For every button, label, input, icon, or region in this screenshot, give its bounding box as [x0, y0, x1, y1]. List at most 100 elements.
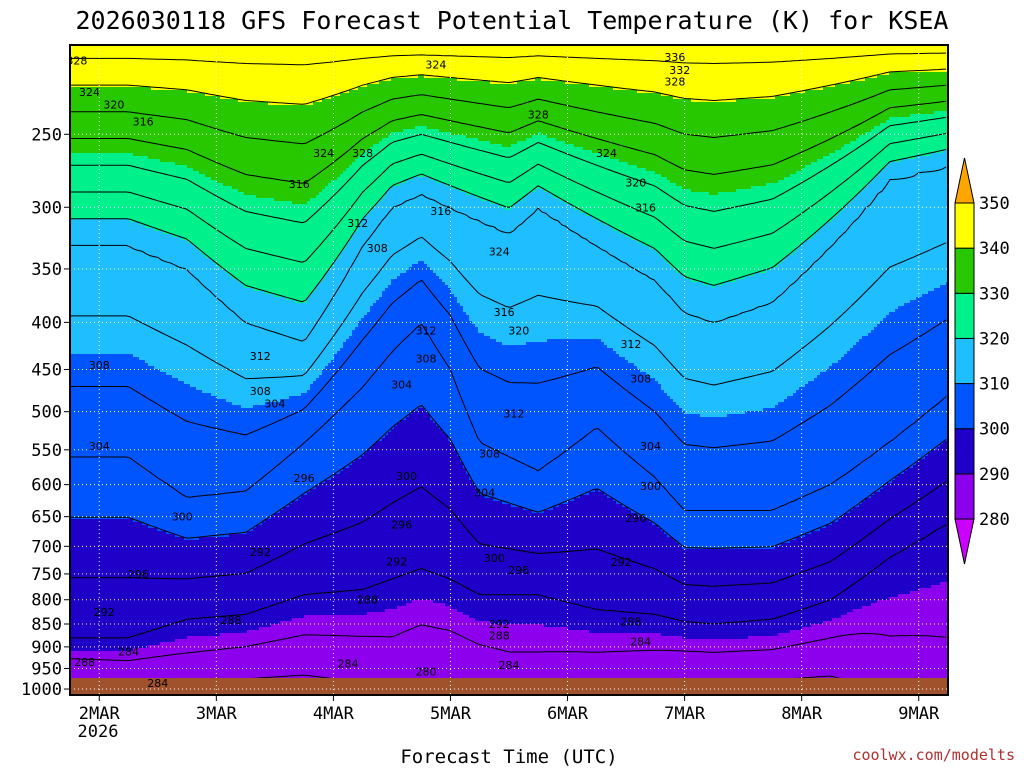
theta-band-cell [145, 525, 149, 649]
theta-band-cell [301, 105, 305, 205]
theta-band-cell [784, 399, 788, 544]
theta-band-cell [355, 90, 359, 160]
theta-band-cell [307, 615, 311, 695]
theta-band-cell [379, 45, 383, 82]
theta-band-cell [619, 45, 623, 91]
theta-band-cell [712, 102, 716, 196]
theta-band-cell [535, 513, 539, 625]
theta-band-cell [493, 144, 497, 205]
theta-band-cell [406, 129, 410, 181]
theta-band-cell [664, 177, 668, 262]
theta-band-cell [346, 243, 350, 340]
theta-band-cell [226, 186, 230, 274]
theta-band-cell [73, 153, 77, 220]
theta-band-cell [811, 531, 815, 625]
theta-band-cell [766, 45, 770, 100]
theta-band-cell [841, 45, 845, 85]
theta-band-cell [94, 45, 98, 88]
theta-band-cell [100, 519, 104, 652]
theta-band-cell [886, 120, 890, 166]
theta-band-cell [634, 633, 638, 695]
theta-band-cell [574, 210, 578, 340]
theta-band-cell [313, 489, 317, 616]
theta-band-cell [715, 102, 719, 196]
theta-band-cell [841, 147, 845, 211]
theta-band-cell [226, 45, 230, 100]
theta-band-cell [583, 630, 587, 695]
theta-band-cell [652, 378, 656, 526]
theta-band-cell [532, 135, 536, 193]
theta-band-cell [451, 135, 455, 190]
theta-band-cell [265, 402, 269, 520]
theta-band-cell [799, 45, 803, 94]
theta-band-cell [658, 528, 662, 634]
theta-band-cell [523, 624, 527, 695]
theta-band-cell [244, 408, 248, 535]
theta-band-cell [151, 528, 155, 646]
theta-band-cell [616, 231, 620, 355]
theta-band-cell [325, 480, 329, 616]
theta-band-cell [109, 354, 113, 520]
theta-band-cell [589, 339, 593, 493]
theta-band-cell [862, 135, 866, 190]
theta-band-cell [190, 387, 194, 541]
contour-label: 300 [396, 470, 417, 483]
theta-band-cell [871, 495, 875, 604]
theta-band-cell [217, 537, 221, 637]
theta-band-cell [568, 339, 572, 502]
theta-band-cell [343, 45, 347, 94]
theta-band-cell [805, 384, 809, 535]
theta-band-cell [637, 168, 641, 244]
theta-band-cell [667, 45, 671, 97]
theta-band-cell [670, 183, 674, 268]
theta-band-cell [811, 237, 815, 382]
theta-band-cell [820, 528, 824, 625]
theta-band-cell [130, 519, 134, 652]
theta-band-cell [838, 519, 842, 619]
theta-band-cell [661, 258, 665, 391]
theta-band-cell [922, 459, 926, 589]
theta-band-cell [607, 45, 611, 88]
theta-band-cell [541, 513, 545, 625]
theta-band-cell [265, 45, 269, 103]
theta-band-cell [631, 240, 635, 364]
theta-band-cell [757, 186, 761, 274]
theta-band-cell [823, 372, 827, 529]
theta-band-cell [526, 510, 530, 625]
theta-band-cell [514, 507, 518, 625]
theta-band-cell [79, 153, 83, 220]
theta-band-cell [556, 339, 560, 508]
theta-band-cell [925, 294, 929, 457]
theta-band-cell [409, 603, 413, 695]
theta-band-cell [430, 45, 434, 79]
contour-label: 308 [250, 385, 271, 398]
theta-band-cell [406, 180, 410, 271]
theta-band-cell [340, 174, 344, 253]
theta-band-cell [679, 45, 683, 100]
theta-band-cell [238, 633, 242, 695]
theta-band-cell [226, 99, 230, 187]
theta-band-cell [277, 513, 281, 625]
theta-band-cell [148, 45, 152, 88]
theta-band-cell [79, 45, 83, 88]
theta-band-cell [823, 156, 827, 226]
theta-band-cell [352, 462, 356, 616]
theta-band-cell [466, 45, 470, 82]
theta-band-cell [76, 519, 80, 652]
theta-band-cell [250, 630, 254, 695]
theta-band-cell [622, 507, 626, 634]
theta-band-cell [781, 180, 785, 262]
theta-band-cell [364, 45, 368, 88]
theta-band-cell [280, 621, 284, 695]
theta-band-cell [463, 45, 467, 82]
theta-band-cell [247, 408, 251, 532]
theta-band-cell [160, 372, 164, 532]
theta-band-cell [82, 219, 86, 355]
theta-band-cell [442, 45, 446, 79]
contour-label: 336 [664, 51, 685, 64]
theta-band-cell [886, 75, 890, 121]
theta-band-cell [310, 384, 314, 490]
theta-band-cell [685, 189, 689, 280]
theta-band-cell [319, 615, 323, 695]
theta-band-cell [169, 375, 173, 535]
